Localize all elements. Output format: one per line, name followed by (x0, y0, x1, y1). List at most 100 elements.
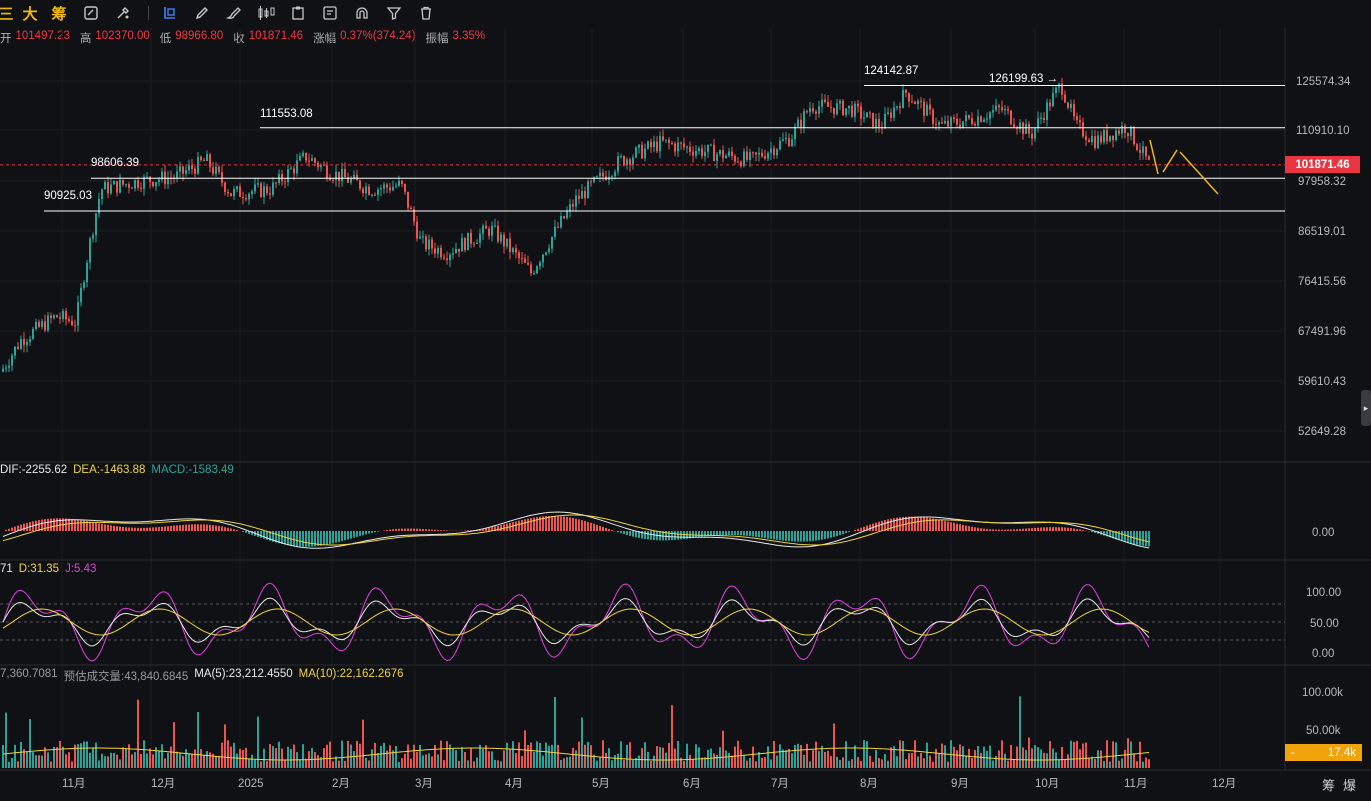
candle-body (959, 124, 961, 128)
macd-bar (50, 518, 52, 531)
candle-body (908, 92, 910, 102)
macd-bar (974, 527, 976, 531)
macd-bar (602, 526, 604, 531)
trash-icon[interactable] (417, 3, 435, 23)
brush-icon[interactable] (225, 3, 243, 23)
volume-bar (1082, 743, 1084, 768)
macd-bar (677, 531, 679, 540)
select-icon[interactable] (161, 3, 179, 23)
panel-expand-handle[interactable]: ▸ (1361, 390, 1371, 426)
filter-icon[interactable] (385, 3, 403, 23)
kdj-tick: 0.00 (1312, 648, 1334, 660)
macd-bar (1013, 529, 1015, 531)
macd-bar (317, 531, 319, 547)
volume-bar (14, 744, 16, 768)
volume-bar (443, 760, 445, 768)
macd-bar (581, 520, 583, 531)
candle-body (1130, 126, 1132, 137)
macd-bar (1073, 528, 1075, 531)
open-label: 开 (0, 33, 12, 45)
volume-bar (218, 755, 220, 768)
macd-bar (722, 531, 724, 536)
volume-bar (797, 743, 799, 768)
candle-body (902, 89, 904, 109)
volume-bar (941, 743, 943, 768)
candle-body (698, 148, 700, 152)
toolbar-label-chou[interactable]: 筹 (50, 3, 68, 23)
candle-body (155, 182, 157, 187)
candle-body (236, 186, 238, 190)
candle-body (212, 167, 214, 174)
macd-bar (1112, 531, 1114, 539)
volume-bar (626, 744, 628, 768)
volume-bar (203, 755, 205, 768)
volume-bar (677, 740, 679, 768)
macd-bar (404, 528, 406, 531)
edit-icon[interactable] (82, 3, 100, 23)
candle-body (539, 262, 541, 267)
volume-bar (281, 748, 283, 768)
macd-bar (1040, 527, 1042, 531)
volume-bar (131, 754, 133, 768)
macd-bar (719, 531, 721, 536)
magnet-icon[interactable] (353, 3, 371, 23)
volume-bar (479, 744, 481, 768)
candle-body (857, 103, 859, 107)
volume-bar (269, 744, 271, 768)
candle-body (731, 151, 733, 156)
macd-bar (257, 531, 259, 537)
macd-bar (143, 527, 145, 531)
pen-icon[interactable] (193, 3, 211, 23)
macd-bar (323, 531, 325, 546)
close-label: 收 (233, 33, 245, 45)
macd-bar (845, 531, 847, 534)
volume-bar (1121, 758, 1123, 768)
candle-body (1010, 110, 1012, 125)
candle-body (800, 119, 802, 128)
volume-bar (932, 761, 934, 768)
candle-body (821, 99, 823, 107)
macd-dif-line (2, 511, 1150, 549)
toolbar-label-da[interactable]: 大 (21, 3, 39, 23)
close-value: 101871.46 (248, 30, 304, 42)
volume-bar (614, 755, 616, 768)
candle-body (29, 338, 31, 342)
candle-body (503, 234, 505, 247)
volume-bar (458, 760, 460, 768)
macd-bar (185, 524, 187, 531)
candle-body (737, 161, 739, 163)
volume-bar (371, 749, 373, 768)
volume-bar (326, 744, 328, 768)
candle-body (1139, 149, 1141, 153)
macd-bar (869, 524, 871, 531)
candle-body (1142, 146, 1144, 153)
liquidation-button[interactable]: 爆 (1343, 778, 1357, 793)
candle-icon[interactable] (257, 3, 275, 23)
candle-body (524, 258, 526, 263)
tools-icon[interactable] (114, 3, 132, 23)
candle-body (1022, 122, 1024, 134)
candle-body (797, 119, 799, 127)
volume-bar (260, 761, 262, 768)
toolbar-label-san[interactable]: 三 (0, 3, 14, 23)
macd-bar (878, 521, 880, 531)
macd-bar (935, 519, 937, 531)
macd-bar (776, 531, 778, 540)
macd-bar (563, 516, 565, 531)
volume-bar (476, 757, 478, 768)
volume-bar (1109, 761, 1111, 768)
volume-bar (926, 742, 928, 768)
macd-bar (1055, 527, 1057, 531)
candle-body (728, 151, 730, 156)
candle-body (416, 221, 418, 239)
macd-bar (752, 531, 754, 537)
clipboard-icon[interactable] (289, 3, 307, 23)
note-icon[interactable] (321, 3, 339, 23)
candle-body (473, 243, 475, 245)
macd-bar (320, 531, 322, 546)
macd-bar (929, 518, 931, 531)
volume-bar (272, 746, 274, 768)
macd-bar (488, 527, 490, 531)
chips-button[interactable]: 筹 (1322, 778, 1336, 793)
